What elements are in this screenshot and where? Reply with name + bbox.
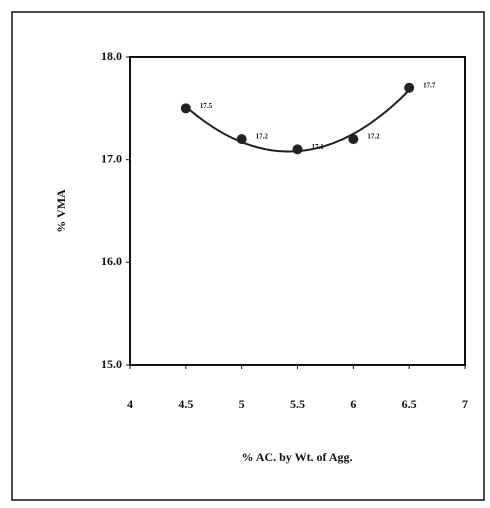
data-label: 17.1 bbox=[312, 143, 325, 151]
data-label: 17.2 bbox=[367, 133, 380, 141]
x-tick-label: 4.5 bbox=[178, 397, 193, 411]
y-tick-label: 15.0 bbox=[101, 357, 122, 371]
data-label: 17.2 bbox=[256, 133, 269, 141]
x-tick-label: 6 bbox=[350, 397, 356, 411]
x-tick-label: 5.5 bbox=[290, 397, 305, 411]
x-tick-label: 7 bbox=[462, 397, 468, 411]
data-point bbox=[293, 144, 303, 154]
data-label: 17.5 bbox=[200, 102, 213, 110]
y-tick-label: 18.0 bbox=[101, 49, 122, 63]
data-point bbox=[348, 134, 358, 144]
plot-area bbox=[130, 57, 465, 365]
data-point bbox=[181, 103, 191, 113]
y-axis-label: % VMA bbox=[54, 189, 68, 233]
trend-line bbox=[186, 90, 409, 151]
x-tick-label: 6.5 bbox=[402, 397, 417, 411]
x-tick-label: 5 bbox=[239, 397, 245, 411]
y-tick-label: 17.0 bbox=[101, 151, 122, 165]
chart: % AC. by Wt. of Agg. % VMA 15.0 16.0 17.0 1… bbox=[0, 0, 490, 508]
data-label: 17.7 bbox=[423, 81, 436, 89]
x-axis-label: % AC. by Wt. of Agg. bbox=[241, 450, 352, 464]
x-tick-label: 4 bbox=[127, 397, 133, 411]
data-point bbox=[404, 83, 414, 93]
data-point bbox=[237, 134, 247, 144]
y-tick-label: 16.0 bbox=[101, 254, 122, 268]
